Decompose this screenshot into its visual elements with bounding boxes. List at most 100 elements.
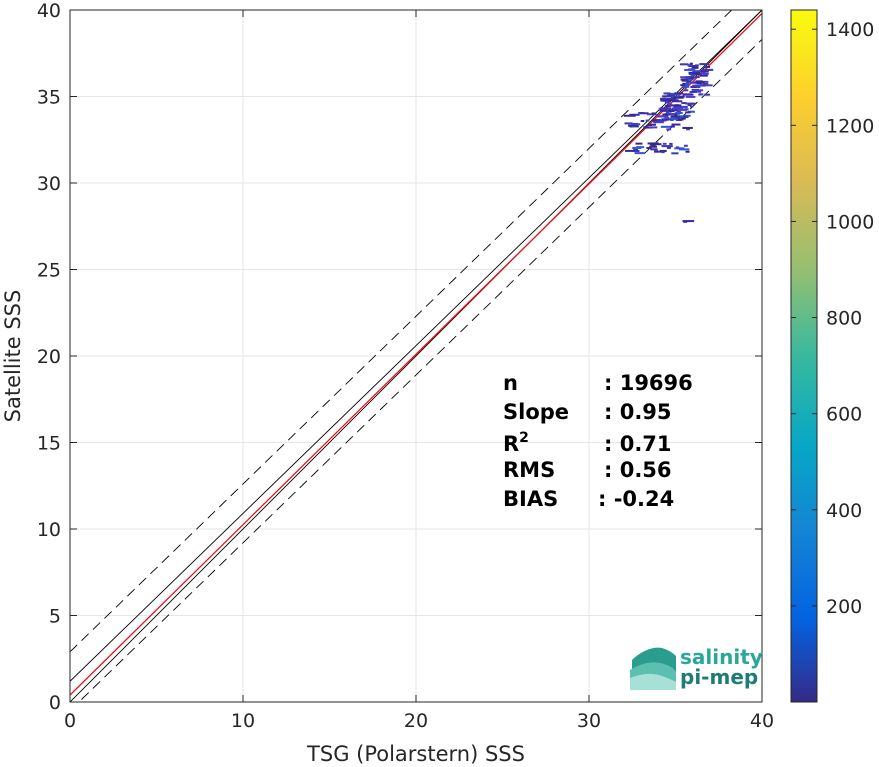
colorbar-tick-label: 1400 xyxy=(826,19,874,41)
data-point xyxy=(682,126,693,129)
one-to-one-line xyxy=(70,10,762,702)
data-point xyxy=(664,117,670,120)
data-point xyxy=(688,71,697,74)
data-point xyxy=(633,148,638,151)
data-point xyxy=(661,145,673,148)
data-point xyxy=(634,152,645,155)
data-point xyxy=(640,120,645,123)
data-point xyxy=(670,118,674,121)
data-point xyxy=(662,95,666,98)
scatter-points xyxy=(623,62,714,223)
data-point xyxy=(663,92,671,95)
data-point xyxy=(658,108,668,111)
data-point xyxy=(662,142,667,145)
x-tick-label: 10 xyxy=(231,710,255,732)
data-point xyxy=(639,112,649,115)
data-point xyxy=(701,80,709,83)
data-point xyxy=(669,142,673,145)
stat-value: : 19696 xyxy=(604,371,693,395)
bias-line-line xyxy=(70,10,762,682)
data-point xyxy=(671,109,680,112)
data-point xyxy=(688,102,695,105)
data-point xyxy=(685,111,691,114)
data-point xyxy=(651,112,657,115)
colorbar-tick-label: 600 xyxy=(826,404,862,426)
stat-label: Slope xyxy=(503,400,569,424)
data-point xyxy=(627,124,639,127)
data-point xyxy=(687,64,693,67)
data-point xyxy=(681,106,688,109)
data-point xyxy=(683,89,689,92)
data-point xyxy=(679,95,685,98)
data-point xyxy=(681,85,690,88)
data-point xyxy=(700,70,709,73)
colorbar-tick-label: 200 xyxy=(826,596,862,618)
x-tick-label: 0 xyxy=(64,710,76,732)
colorbar xyxy=(790,9,818,703)
data-point xyxy=(654,150,665,153)
data-point xyxy=(671,95,681,98)
upper-bound-line xyxy=(70,10,733,653)
data-point xyxy=(689,90,698,93)
data-point xyxy=(703,83,709,86)
data-point xyxy=(665,118,669,121)
data-point xyxy=(643,126,653,129)
stat-label: RMS xyxy=(503,458,555,482)
data-point xyxy=(671,152,679,155)
stat-label: n xyxy=(503,371,518,395)
stat-label: BIAS xyxy=(503,487,558,511)
data-point xyxy=(661,151,665,154)
data-point xyxy=(699,93,704,96)
data-point xyxy=(677,108,687,111)
data-point xyxy=(671,107,683,110)
y-tick-label: 25 xyxy=(37,260,61,282)
stat-value: : 0.56 xyxy=(604,458,672,482)
y-tick-label: 10 xyxy=(37,519,61,541)
data-point xyxy=(633,150,640,153)
salinity-pi-mep-logo: salinity pi-mep xyxy=(630,645,763,690)
data-point xyxy=(685,81,698,84)
data-point xyxy=(685,95,696,98)
reference-lines xyxy=(70,10,762,702)
data-point xyxy=(682,93,693,96)
data-point xyxy=(666,128,672,131)
data-point xyxy=(687,110,695,113)
data-point xyxy=(671,123,681,126)
data-point xyxy=(666,94,676,97)
colorbar-tick-label: 800 xyxy=(826,308,862,330)
data-point xyxy=(685,76,694,79)
data-point xyxy=(676,111,683,114)
colorbar-ticks: 200 400 600 800 1000 1200 1400 xyxy=(791,19,874,618)
data-point xyxy=(683,220,688,223)
data-point xyxy=(680,84,689,87)
y-tick-label: 20 xyxy=(37,346,61,368)
data-point xyxy=(685,150,690,153)
data-point xyxy=(702,72,709,75)
data-point xyxy=(677,118,684,121)
data-point xyxy=(699,63,710,66)
data-point xyxy=(674,92,683,95)
data-point xyxy=(668,103,673,106)
data-point xyxy=(657,115,669,118)
data-point xyxy=(692,70,701,73)
data-point xyxy=(693,76,697,79)
y-axis-label: Satellite SSS xyxy=(1,290,25,423)
data-point xyxy=(690,85,697,88)
data-point xyxy=(643,126,648,129)
y-tick-label: 5 xyxy=(49,606,61,628)
data-point xyxy=(704,93,711,96)
data-point xyxy=(669,117,682,120)
data-point xyxy=(673,96,684,99)
data-point xyxy=(691,66,699,69)
data-point xyxy=(660,97,672,100)
data-point xyxy=(666,112,672,115)
data-point xyxy=(664,101,670,104)
data-point xyxy=(649,145,657,148)
data-point xyxy=(694,81,705,84)
data-point xyxy=(683,78,691,81)
data-point xyxy=(690,74,695,77)
data-point xyxy=(700,72,706,75)
x-tick-label: 40 xyxy=(750,710,774,732)
